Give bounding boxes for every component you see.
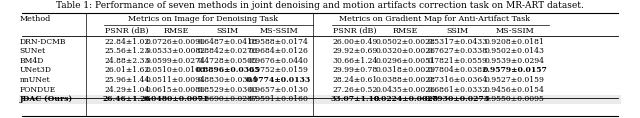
Text: DRN-DCMB: DRN-DCMB [20, 38, 66, 46]
Text: 0.7930±0.0273: 0.7930±0.0273 [425, 95, 490, 103]
Text: 0.0510±0.0108: 0.0510±0.0108 [146, 67, 206, 74]
Text: PSNR (dB): PSNR (dB) [106, 27, 149, 35]
Text: 0.0435±0.0026: 0.0435±0.0026 [376, 86, 436, 94]
Text: JDAC (Ours): JDAC (Ours) [20, 95, 73, 103]
Text: 29.92±0.69: 29.92±0.69 [333, 47, 378, 55]
Text: 0.6861±0.0332: 0.6861±0.0332 [428, 86, 488, 94]
Text: SSIM: SSIM [446, 27, 468, 35]
Text: 0.0388±0.0028: 0.0388±0.0028 [376, 76, 436, 84]
Text: 0.9502±0.0143: 0.9502±0.0143 [484, 47, 545, 55]
Text: 0.9752±0.0159: 0.9752±0.0159 [249, 67, 308, 74]
Text: 24.88±2.33: 24.88±2.33 [104, 57, 150, 65]
Text: BM4D: BM4D [20, 57, 44, 65]
Text: 0.0533±0.0082: 0.0533±0.0082 [146, 47, 206, 55]
Text: MS-SSIM: MS-SSIM [495, 27, 534, 35]
Text: Method: Method [20, 15, 51, 23]
Text: 0.0599±0.0274: 0.0599±0.0274 [146, 57, 206, 65]
Text: nnUNet: nnUNet [20, 76, 50, 84]
Text: 0.7804±0.0382: 0.7804±0.0382 [428, 67, 488, 74]
Text: UNet3D: UNet3D [20, 67, 52, 74]
Text: 0.6487±0.0418: 0.6487±0.0418 [198, 38, 257, 46]
Text: 0.0726±0.0090: 0.0726±0.0090 [146, 38, 206, 46]
Text: 25.56±1.23: 25.56±1.23 [104, 47, 150, 55]
Text: 0.8529±0.0300: 0.8529±0.0300 [198, 86, 257, 94]
Text: SUNet: SUNet [20, 47, 45, 55]
Text: 27.26±0.52: 27.26±0.52 [333, 86, 378, 94]
Text: 0.7627±0.0338: 0.7627±0.0338 [428, 47, 488, 55]
Text: 0.0224±0.0028: 0.0224±0.0028 [373, 95, 438, 103]
Text: 0.8690±0.0287: 0.8690±0.0287 [198, 95, 257, 103]
Text: 0.0296±0.0051: 0.0296±0.0051 [376, 57, 436, 65]
Text: 26.01±1.62: 26.01±1.62 [104, 67, 150, 74]
Text: PSNR (dB): PSNR (dB) [333, 27, 377, 35]
Text: 25.96±1.44: 25.96±1.44 [104, 76, 150, 84]
Text: 0.9588±0.0174: 0.9588±0.0174 [249, 38, 308, 46]
Text: 26.00±0.49: 26.00±0.49 [333, 38, 378, 46]
Text: 0.8896±0.0365: 0.8896±0.0365 [195, 67, 260, 74]
Text: Metrics on Gradient Map for Anti-Artifact Task: Metrics on Gradient Map for Anti-Artifac… [339, 15, 531, 23]
Text: FONDUE: FONDUE [20, 86, 56, 94]
Text: 0.7821±0.0559: 0.7821±0.0559 [428, 57, 488, 65]
Text: 0.9550±0.0095: 0.9550±0.0095 [484, 95, 545, 103]
Text: MS-SSIM: MS-SSIM [259, 27, 298, 35]
Text: 0.9579±0.0157: 0.9579±0.0157 [482, 67, 547, 74]
Text: 0.9657±0.0130: 0.9657±0.0130 [249, 86, 308, 94]
Text: 26.46±1.26: 26.46±1.26 [103, 95, 152, 103]
Text: 0.0511±0.0094: 0.0511±0.0094 [146, 76, 206, 84]
Text: 0.9676±0.0440: 0.9676±0.0440 [249, 57, 308, 65]
Text: 0.0615±0.0080: 0.0615±0.0080 [146, 86, 206, 94]
Text: 0.0320±0.0026: 0.0320±0.0026 [376, 47, 436, 55]
Text: RMSE: RMSE [393, 27, 419, 35]
Bar [19, 95, 621, 104]
Text: 0.9456±0.0154: 0.9456±0.0154 [484, 86, 545, 94]
Text: 0.0480±0.0071: 0.0480±0.0071 [143, 95, 209, 103]
Text: 0.8842±0.0276: 0.8842±0.0276 [198, 47, 257, 55]
Text: 0.7316±0.0364: 0.7316±0.0364 [428, 76, 488, 84]
Text: Table 1: Performance of seven methods in joint denoising and motion artifacts co: Table 1: Performance of seven methods in… [56, 1, 584, 10]
Text: 0.9591±0.0160: 0.9591±0.0160 [249, 95, 308, 103]
Text: 0.9527±0.0159: 0.9527±0.0159 [484, 76, 545, 84]
Text: 22.84±1.02: 22.84±1.02 [104, 38, 150, 46]
Text: RMSE: RMSE [163, 27, 189, 35]
Text: 0.5317±0.0433: 0.5317±0.0433 [428, 38, 488, 46]
Text: 0.9684±0.0126: 0.9684±0.0126 [249, 47, 308, 55]
Text: 0.0502±0.0028: 0.0502±0.0028 [376, 38, 436, 46]
Text: 30.66±1.24: 30.66±1.24 [333, 57, 378, 65]
Text: 0.4728±0.0505: 0.4728±0.0505 [198, 57, 257, 65]
Text: 0.8830±0.0304: 0.8830±0.0304 [198, 76, 258, 84]
Text: Metrics on Image for Denoising Task: Metrics on Image for Denoising Task [128, 15, 278, 23]
Text: 33.07±1.10: 33.07±1.10 [331, 95, 380, 103]
Text: 28.24±0.61: 28.24±0.61 [333, 76, 378, 84]
Text: 0.9539±0.0294: 0.9539±0.0294 [484, 57, 545, 65]
Text: 24.29±1.04: 24.29±1.04 [104, 86, 150, 94]
Text: 0.9774±0.0133: 0.9774±0.0133 [246, 76, 311, 84]
Text: 0.9208±0.0181: 0.9208±0.0181 [484, 38, 545, 46]
Text: SSIM: SSIM [216, 27, 239, 35]
Text: 0.0318±0.0029: 0.0318±0.0029 [376, 67, 436, 74]
Text: 29.99±0.78: 29.99±0.78 [333, 67, 378, 74]
